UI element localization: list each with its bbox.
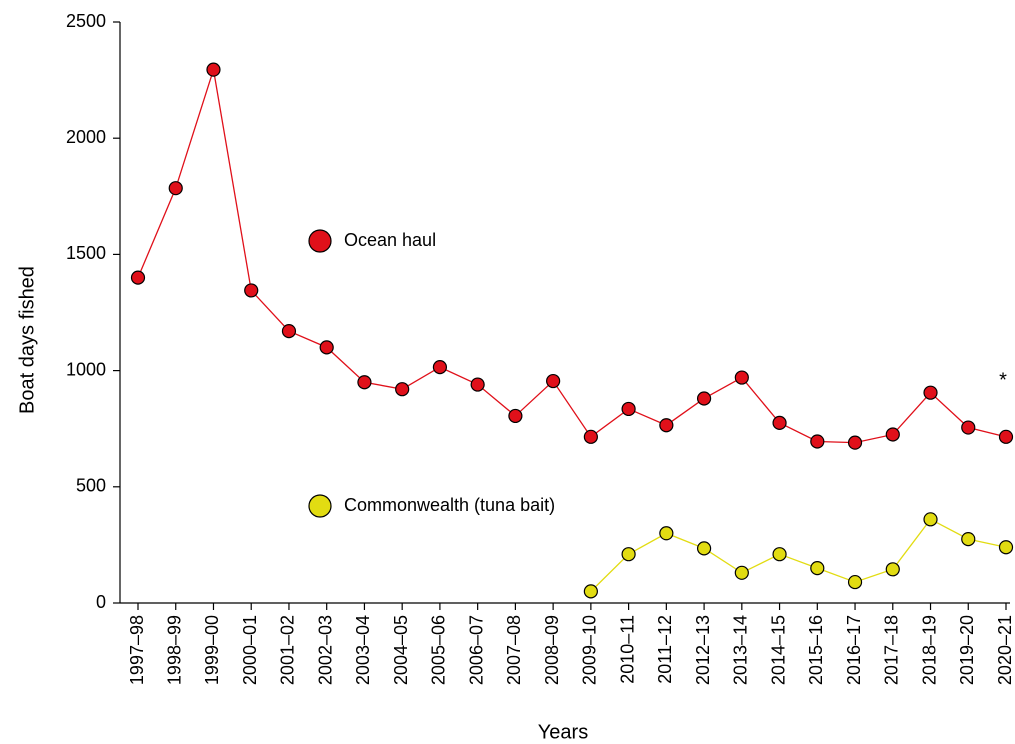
data-point	[583, 429, 598, 444]
y-tick-label: 2000	[66, 127, 106, 147]
x-tick-label: 2020–21	[995, 615, 1015, 685]
x-tick-label: 2011–12	[655, 615, 675, 684]
data-point	[168, 181, 183, 196]
data-point	[583, 584, 598, 599]
data-point	[206, 62, 221, 77]
x-tick-label: 2013–14	[731, 615, 751, 685]
data-point	[244, 283, 259, 298]
data-point	[885, 562, 900, 577]
series-line	[137, 69, 1007, 444]
x-tick-label: 2007–08	[504, 615, 524, 685]
data-point	[395, 382, 410, 397]
legend-marker	[308, 229, 332, 253]
x-tick-label: 2014–15	[768, 615, 788, 685]
x-tick-label: 2001–02	[278, 615, 298, 685]
x-tick-label: 2016–17	[844, 615, 864, 685]
x-tick-label: 2005–06	[429, 615, 449, 685]
data-point	[432, 360, 448, 375]
x-tick-label: 2015–16	[806, 615, 826, 685]
data-point	[923, 512, 938, 527]
data-point	[885, 427, 900, 442]
data-point	[659, 526, 674, 541]
x-tick-label: 1999–00	[202, 615, 222, 685]
data-point	[998, 540, 1014, 555]
data-point	[659, 418, 674, 433]
data-point	[772, 547, 787, 562]
y-tick-label: 500	[76, 476, 106, 496]
x-tick-label: 2010–11	[617, 615, 637, 684]
x-tick-label: 2000–01	[240, 615, 260, 685]
x-tick-label: 2009–10	[580, 615, 600, 685]
data-point	[696, 391, 712, 406]
data-point	[621, 547, 636, 562]
x-tick-label: 2002–03	[315, 615, 335, 685]
data-point	[470, 377, 485, 392]
data-point	[734, 565, 749, 580]
data-point	[772, 415, 787, 430]
data-point	[621, 401, 636, 417]
series-line	[590, 518, 1007, 592]
data-point	[998, 429, 1014, 444]
data-point	[546, 373, 561, 389]
data-point	[961, 531, 976, 547]
y-tick-label: 2500	[66, 11, 106, 31]
x-tick-label: 1997–98	[127, 615, 147, 685]
data-point	[319, 340, 334, 355]
data-point	[923, 385, 938, 400]
x-tick-label: 2006–07	[466, 615, 486, 685]
data-point	[508, 408, 523, 424]
x-tick-label: 2003–04	[353, 615, 373, 685]
y-tick-label: 0	[96, 592, 106, 612]
y-tick-label: 1500	[66, 243, 106, 263]
x-tick-label: 2012–13	[693, 615, 713, 685]
data-point	[734, 370, 749, 385]
x-tick-label: 2004–05	[391, 615, 411, 685]
data-point	[281, 323, 297, 339]
x-tick-label: 2018–19	[919, 615, 939, 685]
data-point	[961, 420, 976, 435]
data-point	[847, 435, 863, 450]
legend-label: Commonwealth (tuna bait)	[344, 495, 555, 515]
x-axis-label: Years	[538, 721, 588, 743]
data-point	[810, 561, 825, 576]
x-tick-label: 2008–09	[542, 615, 562, 685]
y-tick-label: 1000	[66, 359, 106, 379]
data-point	[810, 434, 825, 449]
data-point	[696, 541, 712, 556]
data-point	[130, 270, 146, 285]
x-tick-label: 2019–20	[957, 615, 977, 685]
annotation: *	[999, 369, 1007, 391]
x-tick-label: 2017–18	[882, 615, 902, 685]
legend-label: Ocean haul	[344, 230, 436, 250]
legend-marker	[308, 494, 332, 518]
data-point	[357, 375, 372, 390]
y-axis-label: Boat days fished	[16, 266, 38, 414]
data-point	[847, 574, 863, 590]
x-tick-label: 1998–99	[164, 615, 184, 685]
